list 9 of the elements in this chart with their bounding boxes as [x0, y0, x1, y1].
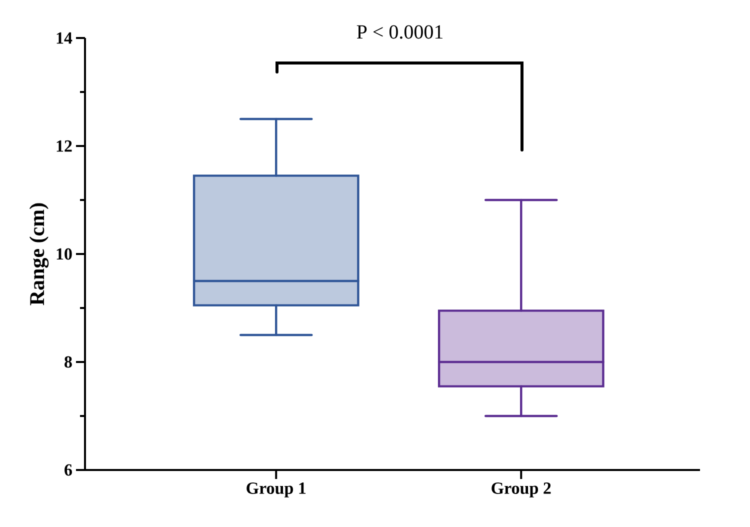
annotation: P < 0.0001	[356, 25, 442, 39]
y-tick-label: 12	[56, 140, 72, 152]
y-axis-title: Range (cm)	[29, 203, 49, 306]
y-tick-label: 14	[56, 32, 72, 44]
y-tick-label: 6	[64, 464, 72, 476]
x-tick-label: Group 1	[246, 482, 306, 498]
x-tick-label: Group 2	[492, 482, 551, 498]
y-tick-label: 8	[64, 356, 72, 368]
y-tick-label: 10	[56, 248, 72, 260]
